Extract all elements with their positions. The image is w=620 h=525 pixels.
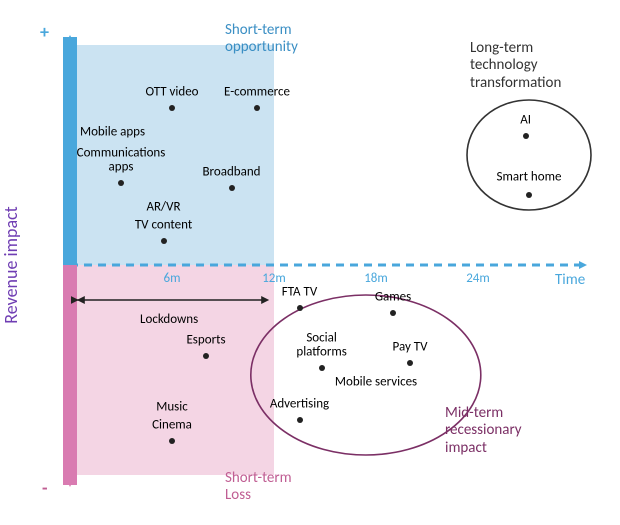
quadrant-chart (0, 0, 620, 525)
